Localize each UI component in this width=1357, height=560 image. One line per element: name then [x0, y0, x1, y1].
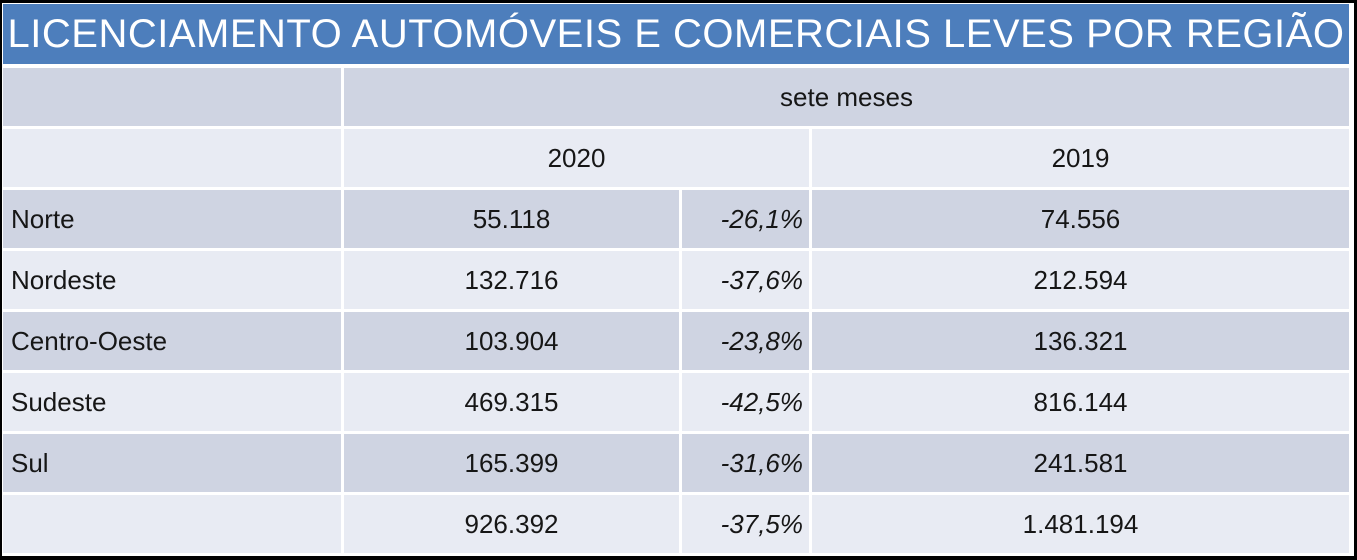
region-name-cell: Sudeste — [3, 373, 341, 431]
value-2020-cell: 469.315 — [344, 373, 679, 431]
page-title: LICENCIAMENTO AUTOMÓVEIS E COMERCIAIS LE… — [7, 11, 1345, 56]
pct-change-cell: -31,6% — [682, 434, 809, 492]
corner-subheader-cell — [3, 129, 341, 187]
corner-header-cell — [3, 68, 341, 126]
region-name-cell: Norte — [3, 190, 341, 248]
total-2020-cell: 926.392 — [344, 495, 679, 553]
value-2019-cell: 136.321 — [812, 312, 1349, 370]
slide-frame: LICENCIAMENTO AUTOMÓVEIS E COMERCIAIS LE… — [2, 3, 1354, 556]
licensing-table: sete meses 2020 2019 Norte 55.118 -26,1%… — [3, 68, 1349, 553]
pct-change-cell: -37,6% — [682, 251, 809, 309]
total-pct-cell: -37,5% — [682, 495, 809, 553]
pct-change-cell: -23,8% — [682, 312, 809, 370]
group-header-cell: sete meses — [344, 68, 1349, 126]
value-2020-cell: 103.904 — [344, 312, 679, 370]
region-name-cell: Sul — [3, 434, 341, 492]
year-2019-header: 2019 — [812, 129, 1349, 187]
pct-change-cell: -26,1% — [682, 190, 809, 248]
pct-change-cell: -42,5% — [682, 373, 809, 431]
total-label-cell — [3, 495, 341, 553]
region-name-cell: Nordeste — [3, 251, 341, 309]
value-2019-cell: 74.556 — [812, 190, 1349, 248]
value-2020-cell: 165.399 — [344, 434, 679, 492]
title-banner: LICENCIAMENTO AUTOMÓVEIS E COMERCIAIS LE… — [3, 4, 1349, 64]
value-2020-cell: 132.716 — [344, 251, 679, 309]
value-2019-cell: 241.581 — [812, 434, 1349, 492]
total-2019-cell: 1.481.194 — [812, 495, 1349, 553]
value-2020-cell: 55.118 — [344, 190, 679, 248]
value-2019-cell: 816.144 — [812, 373, 1349, 431]
year-2020-header: 2020 — [344, 129, 809, 187]
region-name-cell: Centro-Oeste — [3, 312, 341, 370]
value-2019-cell: 212.594 — [812, 251, 1349, 309]
